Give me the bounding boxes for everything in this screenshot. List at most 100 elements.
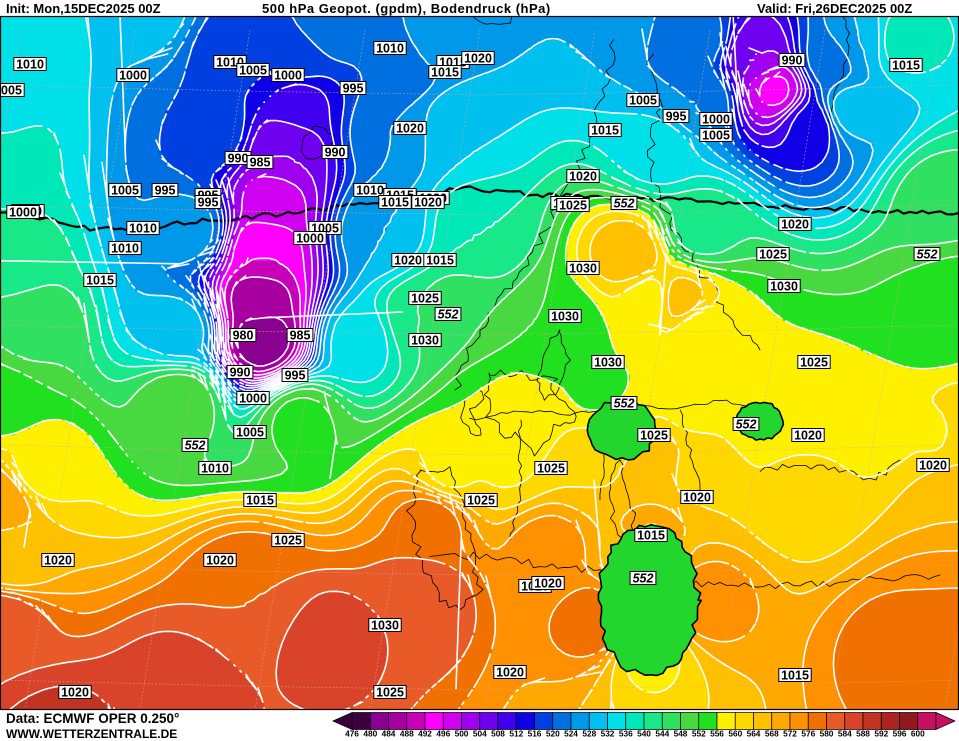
svg-text:1015: 1015 <box>781 668 809 682</box>
svg-text:1030: 1030 <box>594 355 622 369</box>
svg-text:584: 584 <box>838 729 852 739</box>
svg-text:536: 536 <box>619 729 633 739</box>
svg-text:1020: 1020 <box>496 665 524 679</box>
svg-text:1005: 1005 <box>111 183 139 197</box>
svg-text:516: 516 <box>528 729 542 739</box>
svg-text:580: 580 <box>820 729 834 739</box>
svg-text:1010: 1010 <box>16 57 44 71</box>
svg-text:1000: 1000 <box>296 231 324 245</box>
svg-text:1000: 1000 <box>9 205 37 219</box>
svg-text:1025: 1025 <box>640 428 668 442</box>
svg-text:1015: 1015 <box>591 123 619 137</box>
svg-text:995: 995 <box>666 109 687 123</box>
svg-text:1025: 1025 <box>800 355 828 369</box>
svg-text:484: 484 <box>382 729 396 739</box>
svg-text:568: 568 <box>765 729 779 739</box>
svg-text:990: 990 <box>782 53 803 67</box>
svg-text:985: 985 <box>250 155 271 169</box>
svg-text:552: 552 <box>438 307 459 321</box>
svg-text:564: 564 <box>747 729 761 739</box>
svg-text:1015: 1015 <box>426 253 454 267</box>
svg-text:990: 990 <box>325 145 346 159</box>
svg-text:492: 492 <box>418 729 432 739</box>
svg-text:504: 504 <box>473 729 487 739</box>
svg-text:556: 556 <box>710 729 724 739</box>
svg-text:1000: 1000 <box>274 68 302 82</box>
svg-text:1020: 1020 <box>569 169 597 183</box>
svg-text:1020: 1020 <box>794 428 822 442</box>
svg-text:1015: 1015 <box>431 65 459 79</box>
svg-text:1020: 1020 <box>44 553 72 567</box>
svg-text:540: 540 <box>637 729 651 739</box>
svg-text:1030: 1030 <box>551 309 579 323</box>
svg-text:995: 995 <box>198 195 219 209</box>
svg-text:1025: 1025 <box>537 461 565 475</box>
svg-text:520: 520 <box>546 729 560 739</box>
svg-text:1015: 1015 <box>892 58 920 72</box>
svg-text:1025: 1025 <box>376 685 404 699</box>
svg-text:524: 524 <box>564 729 578 739</box>
svg-text:480: 480 <box>363 729 377 739</box>
svg-text:552: 552 <box>185 438 206 452</box>
svg-text:1020: 1020 <box>781 217 809 231</box>
svg-text:1025: 1025 <box>759 247 787 261</box>
svg-text:1000: 1000 <box>119 68 147 82</box>
svg-text:1010: 1010 <box>376 41 404 55</box>
svg-text:1020: 1020 <box>919 458 947 472</box>
svg-text:1025: 1025 <box>467 493 495 507</box>
svg-text:995: 995 <box>343 81 364 95</box>
svg-text:1015: 1015 <box>86 273 114 287</box>
svg-text:1005: 1005 <box>702 128 730 142</box>
svg-text:1030: 1030 <box>411 333 439 347</box>
svg-text:1010: 1010 <box>111 241 139 255</box>
svg-text:528: 528 <box>582 729 596 739</box>
svg-text:544: 544 <box>655 729 669 739</box>
svg-text:985: 985 <box>290 328 311 342</box>
svg-text:1000: 1000 <box>239 391 267 405</box>
svg-text:1025: 1025 <box>274 533 302 547</box>
svg-text:1015: 1015 <box>637 528 665 542</box>
svg-text:1015: 1015 <box>246 493 274 507</box>
svg-text:1020: 1020 <box>464 51 492 65</box>
svg-text:1005: 1005 <box>0 83 22 97</box>
svg-text:1020: 1020 <box>206 553 234 567</box>
svg-text:1030: 1030 <box>371 618 399 632</box>
svg-text:552: 552 <box>692 729 706 739</box>
svg-text:552: 552 <box>736 417 757 431</box>
svg-text:588: 588 <box>856 729 870 739</box>
svg-text:572: 572 <box>783 729 797 739</box>
svg-text:990: 990 <box>230 365 251 379</box>
svg-text:476: 476 <box>345 729 359 739</box>
svg-text:552: 552 <box>633 571 654 585</box>
svg-text:560: 560 <box>728 729 742 739</box>
svg-text:592: 592 <box>874 729 888 739</box>
svg-text:596: 596 <box>893 729 907 739</box>
svg-text:1005: 1005 <box>236 425 264 439</box>
svg-text:548: 548 <box>674 729 688 739</box>
svg-text:1010: 1010 <box>129 221 157 235</box>
svg-text:576: 576 <box>801 729 815 739</box>
svg-text:1025: 1025 <box>411 291 439 305</box>
svg-text:995: 995 <box>155 183 176 197</box>
svg-text:512: 512 <box>509 729 523 739</box>
svg-text:488: 488 <box>400 729 414 739</box>
svg-text:980: 980 <box>233 328 254 342</box>
svg-text:1020: 1020 <box>61 685 89 699</box>
svg-text:1030: 1030 <box>770 279 798 293</box>
svg-text:1020: 1020 <box>534 576 562 590</box>
svg-text:552: 552 <box>614 196 635 210</box>
svg-text:1025: 1025 <box>559 198 587 212</box>
svg-text:500: 500 <box>455 729 469 739</box>
svg-text:995: 995 <box>285 368 306 382</box>
svg-text:552: 552 <box>614 396 635 410</box>
svg-text:1020: 1020 <box>394 253 422 267</box>
svg-text:1030: 1030 <box>569 261 597 275</box>
svg-text:552: 552 <box>917 247 938 261</box>
svg-text:1020: 1020 <box>683 490 711 504</box>
svg-text:1020: 1020 <box>396 121 424 135</box>
svg-text:496: 496 <box>436 729 450 739</box>
svg-text:532: 532 <box>601 729 615 739</box>
svg-text:1015: 1015 <box>381 195 409 209</box>
svg-text:990: 990 <box>228 151 249 165</box>
svg-text:508: 508 <box>491 729 505 739</box>
